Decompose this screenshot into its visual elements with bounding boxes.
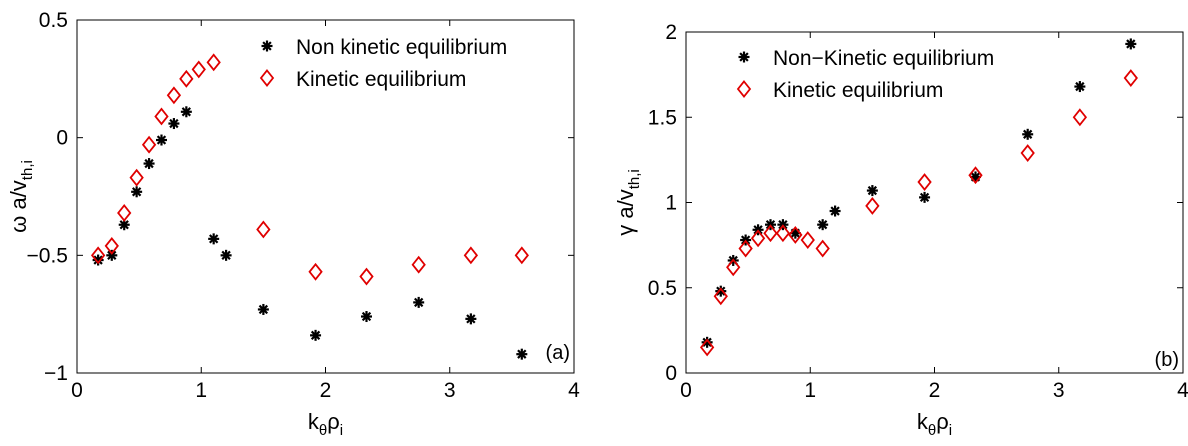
y-tick-label: 0 [56, 127, 68, 150]
data-point [117, 204, 132, 222]
data-point [817, 219, 829, 231]
legend: Non−Kinetic equilibrium Kinetic equilibri… [736, 47, 994, 102]
data-point [413, 296, 425, 308]
panel-b: 0 1 2 3 4 0 0.5 1 1.5 2 kθρi γ a/vth,i Non−Kinetic e… [613, 21, 1188, 439]
data-point [220, 249, 232, 261]
data-point [788, 225, 803, 244]
data-point [1123, 69, 1138, 87]
data-point [131, 186, 143, 198]
data-point [155, 134, 167, 146]
data-point [359, 267, 374, 286]
data-point [1022, 128, 1034, 140]
panel-a: 0 1 2 3 4 −1 −0.5 0 0.5 kθρi ω a/vth,i Non kinetic … [6, 9, 580, 439]
y-tick-label: 0.5 [39, 9, 68, 32]
x-tick-label: 0 [680, 379, 692, 402]
legend-marker [259, 69, 275, 87]
data-point [865, 196, 880, 215]
x-tick-label: 2 [929, 379, 941, 402]
data-point [815, 239, 830, 258]
data-point [516, 348, 528, 360]
data-point [180, 106, 192, 118]
x-tick-label: 1 [195, 379, 207, 402]
data-point [919, 191, 931, 203]
panel-label: (a) [546, 342, 570, 364]
data-point [1125, 38, 1137, 50]
data-point [800, 231, 815, 249]
data-point [699, 338, 715, 357]
series-non-kinetic [92, 106, 528, 360]
data-point [465, 313, 477, 325]
x-tick-label: 4 [568, 379, 580, 402]
y-tick-label: −1 [44, 362, 68, 385]
data-point [829, 205, 841, 217]
data-point [917, 173, 932, 191]
y-tick-label: 0 [665, 362, 677, 385]
data-point [104, 236, 119, 255]
x-tick-label: 1 [804, 379, 816, 402]
data-point [166, 86, 182, 105]
x-tick-label: 4 [1177, 379, 1188, 402]
legend-label: Non−Kinetic equilibrium [773, 47, 994, 70]
data-point [411, 255, 426, 274]
y-tick-label: 0.5 [648, 277, 677, 300]
legend-marker [261, 40, 273, 52]
data-point [256, 220, 271, 239]
y-axis-label: γ a/vth,i [613, 169, 643, 235]
y-tick-label: 2 [665, 21, 677, 44]
series-kinetic [90, 53, 529, 286]
x-axis-label: kθρi [917, 409, 952, 439]
data-point [308, 262, 323, 281]
x-axis-label: kθρi [308, 409, 343, 439]
data-point [129, 168, 144, 187]
data-point [90, 246, 106, 265]
data-point [463, 246, 479, 265]
data-point [168, 118, 180, 130]
data-point [141, 135, 157, 154]
data-point [514, 246, 529, 265]
data-point [154, 107, 169, 126]
data-point [738, 239, 753, 258]
legend-marker [738, 51, 750, 63]
legend-label: Non kinetic equilibrium [296, 36, 507, 59]
data-point [361, 311, 373, 323]
data-point [143, 158, 155, 170]
data-point [763, 224, 778, 243]
x-tick-label: 3 [1053, 379, 1065, 402]
data-point [968, 166, 983, 185]
data-point [206, 53, 221, 72]
y-tick-label: 1 [665, 192, 677, 215]
x-tick-label: 0 [71, 379, 83, 402]
data-point [750, 229, 766, 248]
y-axis-label: ω a/vth,i [6, 160, 36, 233]
y-tick-label: −0.5 [27, 244, 68, 267]
legend-label: Kinetic equilibrium [296, 68, 466, 91]
data-point [310, 329, 322, 341]
data-point [866, 185, 878, 197]
data-point [1072, 108, 1088, 127]
data-point [1020, 144, 1035, 162]
legend-marker [736, 80, 752, 98]
data-point [106, 249, 118, 261]
data-point [713, 287, 728, 306]
data-point [179, 69, 194, 88]
data-point [191, 60, 206, 79]
x-tick-label: 3 [444, 379, 456, 402]
data-point [775, 224, 791, 243]
data-point [726, 258, 741, 277]
data-point [1074, 81, 1086, 93]
legend-label: Kinetic equilibrium [773, 79, 943, 102]
data-point [257, 303, 269, 315]
y-tick-label: 1.5 [648, 106, 677, 129]
series-kinetic [699, 69, 1138, 357]
x-tick-label: 2 [320, 379, 332, 402]
data-point [208, 233, 220, 245]
legend: Non kinetic equilibrium Kinetic equilibri… [259, 36, 507, 91]
panel-label: (b) [1155, 349, 1179, 371]
